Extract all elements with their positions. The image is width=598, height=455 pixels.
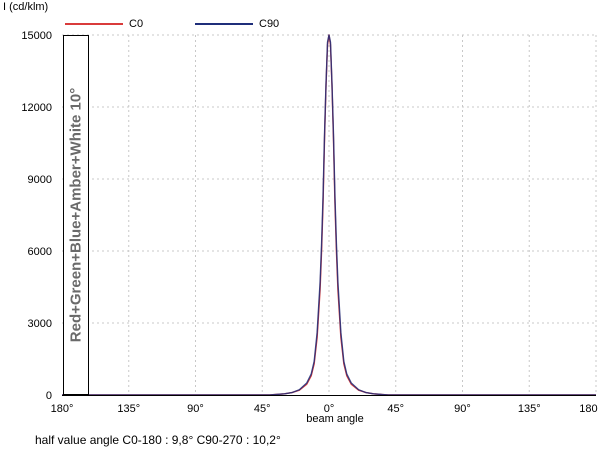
fixture-configuration-text: Red+Green+Blue+Amber+White 10° [67,87,85,343]
legend-label-c90: C90 [259,18,280,30]
x-tick-label: 90° [187,403,204,415]
y-axis-label: I (cd/klm) [3,1,49,13]
y-tick-label: 6000 [28,246,52,258]
x-tick-label: 90° [454,403,471,415]
x-axis-label: beam angle [306,413,364,425]
fixture-configuration-label: Red+Green+Blue+Amber+White 10° [63,35,89,395]
series-lines [62,34,596,396]
y-tick-labels: 0 3000 6000 9000 12000 15000 [21,30,52,402]
legend-swatch-c0 [65,23,123,25]
y-tick-label: 15000 [21,30,52,42]
y-tick-label: 3000 [28,318,52,330]
x-tick-label: 0° [324,403,335,415]
x-tick-label: 135° [518,403,541,415]
y-tick-label: 12000 [21,102,52,114]
series-line-c90 [62,34,596,396]
y-tick-label: 0 [46,390,52,402]
x-tick-labels: 180° 135° 90° 45° 0° 45° 90° 135° 180° [51,403,598,415]
x-tick-label: 135° [117,403,140,415]
vertical-gridlines [128,35,597,395]
legend-label-c0: C0 [129,18,144,30]
legend-item-c0: C0 [65,18,143,30]
half-value-angle-note: half value angle C0-180 : 9,8° C90-270 :… [35,433,281,447]
legend-swatch-c90 [195,23,253,25]
y-tick-label: 9000 [28,174,52,186]
x-tick-label: 45° [387,403,404,415]
horizontal-gridlines [62,34,596,324]
legend-item-c90: C90 [195,18,279,30]
x-tick-label: 180° [51,403,74,415]
x-tick-label: 180° [579,403,598,415]
x-tick-label: 45° [254,403,271,415]
